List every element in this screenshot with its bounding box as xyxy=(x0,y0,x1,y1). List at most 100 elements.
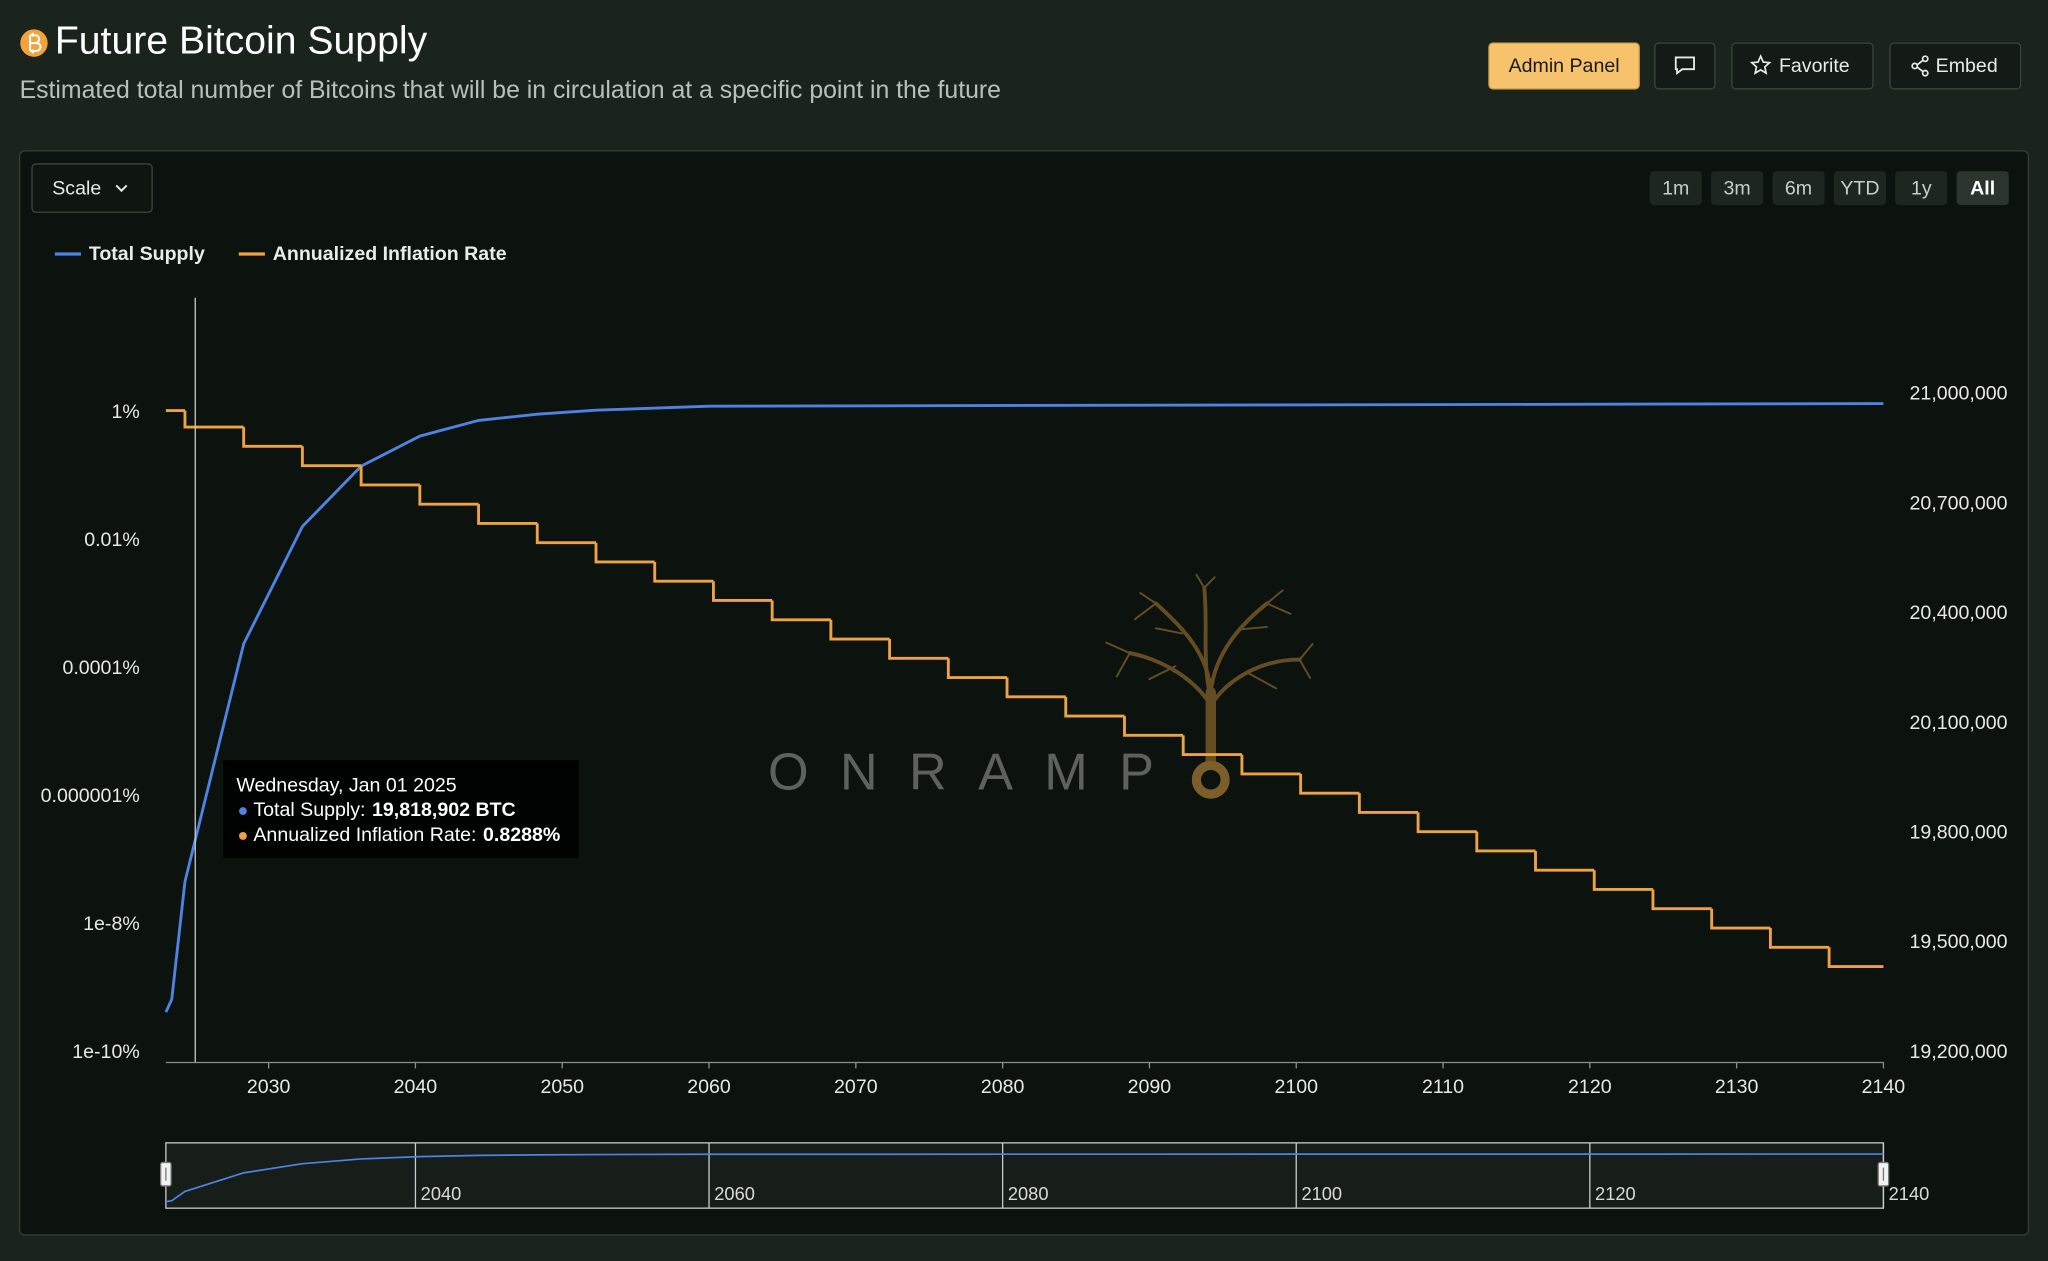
step-segment xyxy=(1181,735,1242,757)
navigator-tick-label: 2080 xyxy=(1008,1183,1049,1204)
tooltip-bullet xyxy=(239,832,247,840)
favorite-label: Favorite xyxy=(1779,55,1850,77)
range-label: 3m xyxy=(1724,178,1751,200)
step-segment xyxy=(300,446,362,468)
navigator-tick-label: 2100 xyxy=(1301,1183,1342,1204)
y2-tick-label: 19,500,000 xyxy=(1910,931,2008,953)
step-segment xyxy=(1240,754,1301,776)
bitcoin-icon-glyph xyxy=(28,32,42,54)
legend-label[interactable]: Total Supply xyxy=(89,243,205,265)
step-segment xyxy=(359,465,420,487)
range-button[interactable] xyxy=(1895,171,1948,206)
step-segment xyxy=(418,484,479,506)
comment-icon xyxy=(1674,56,1695,75)
step-segment xyxy=(1357,793,1419,814)
tooltip-date: Wednesday, Jan 01 2025 xyxy=(236,774,456,796)
page-title: Future Bitcoin Supply xyxy=(55,19,428,62)
legend-label[interactable]: Annualized Inflation Rate xyxy=(273,243,507,265)
step-segment xyxy=(477,504,538,525)
watermark-text: ONRAMP xyxy=(768,744,1185,802)
watermark-ring xyxy=(1191,760,1230,799)
tooltip-bullet xyxy=(239,807,247,816)
y-tick-label: 0.01% xyxy=(84,529,140,551)
step-segment xyxy=(1475,831,1536,853)
x-tick-label: 2060 xyxy=(687,1076,731,1098)
scale-label: Scale xyxy=(52,178,101,200)
tooltip-item: Total Supply: 19,818,902 BTC xyxy=(253,799,515,821)
step-segment xyxy=(1064,696,1125,718)
y-tick-label: 0.0001% xyxy=(62,657,139,679)
page-subtitle: Estimated total number of Bitcoins that … xyxy=(20,77,1001,104)
star-icon xyxy=(1749,54,1772,75)
step-segment xyxy=(594,542,655,564)
range-label: 1y xyxy=(1911,178,1932,200)
tooltip-box xyxy=(223,760,579,859)
y2-tick-label: 19,800,000 xyxy=(1910,821,2008,843)
tooltip-value: 19,818,902 BTC xyxy=(372,799,516,821)
y-tick-label: 1e-10% xyxy=(72,1041,139,1063)
navigator-tick-label: 2120 xyxy=(1595,1183,1636,1204)
step-segment xyxy=(1651,889,1712,911)
range-label: All xyxy=(1970,178,1995,200)
x-tick-label: 2140 xyxy=(1862,1076,1906,1098)
step-segment xyxy=(888,639,949,660)
x-tick-label: 2050 xyxy=(540,1076,584,1098)
tooltip-item: Annualized Inflation Rate: 0.8288% xyxy=(253,824,560,846)
step-segment xyxy=(1827,947,1884,968)
step-segment xyxy=(770,600,831,622)
range-button[interactable] xyxy=(1833,171,1887,206)
step-segment xyxy=(1534,850,1595,872)
navigator-tick-label: 2060 xyxy=(714,1183,755,1204)
x-tick-label: 2090 xyxy=(1128,1076,1172,1098)
range-label: 1m xyxy=(1662,178,1689,200)
step-segment xyxy=(1005,677,1066,699)
y-tick-label: 1e-8% xyxy=(83,913,140,935)
step-segment xyxy=(1710,908,1771,930)
x-tick-label: 2130 xyxy=(1715,1076,1759,1098)
range-button[interactable] xyxy=(1711,171,1764,206)
range-label: YTD xyxy=(1840,178,1879,200)
comment-button[interactable] xyxy=(1654,42,1716,90)
step-segment xyxy=(183,410,244,429)
range-button[interactable] xyxy=(1772,171,1825,206)
x-tick-label: 2110 xyxy=(1422,1076,1464,1098)
x-tick-label: 2100 xyxy=(1274,1076,1318,1098)
navigator-line xyxy=(165,1153,1884,1203)
step-segment xyxy=(1416,812,1477,834)
x-tick-label: 2040 xyxy=(394,1076,438,1098)
embed-label: Embed xyxy=(1936,55,1998,77)
range-label: 6m xyxy=(1785,178,1812,200)
embed-button[interactable] xyxy=(1889,42,2022,90)
range-button[interactable] xyxy=(1956,171,2009,206)
x-tick-label: 2080 xyxy=(981,1076,1025,1098)
step-segment xyxy=(829,619,890,641)
watermark-tree xyxy=(1105,573,1314,770)
chevron-icon xyxy=(115,184,128,193)
y2-tick-label: 20,400,000 xyxy=(1910,602,2008,624)
navigator-tick-label: 2040 xyxy=(421,1183,462,1204)
x-tick-label: 2030 xyxy=(247,1076,291,1098)
y2-tick-label: 20,100,000 xyxy=(1910,712,2008,734)
share-icon xyxy=(1911,55,1929,77)
x-tick-label: 2120 xyxy=(1568,1076,1612,1098)
step-segment xyxy=(712,581,773,602)
scale-dropdown[interactable] xyxy=(31,163,153,213)
step-segment xyxy=(1768,928,1830,949)
admin-panel-label: Admin Panel xyxy=(1509,55,1620,77)
step-segment xyxy=(1592,870,1653,891)
step-segment xyxy=(242,427,303,448)
step-segment xyxy=(535,523,596,545)
x-tick-label: 2070 xyxy=(834,1076,878,1098)
step-segment xyxy=(1299,773,1360,795)
y-tick-label: 1% xyxy=(111,401,139,423)
tooltip-label: Annualized Inflation Rate: xyxy=(253,824,476,846)
y-tick-label: 0.000001% xyxy=(41,785,140,807)
y2-tick-label: 21,000,000 xyxy=(1910,383,2008,405)
step-segment xyxy=(946,658,1008,679)
range-button[interactable] xyxy=(1649,171,1702,206)
admin-panel-button[interactable] xyxy=(1488,42,1640,90)
series-line xyxy=(164,402,1884,1013)
favorite-button[interactable] xyxy=(1731,42,1874,90)
step-segment xyxy=(1123,716,1184,737)
